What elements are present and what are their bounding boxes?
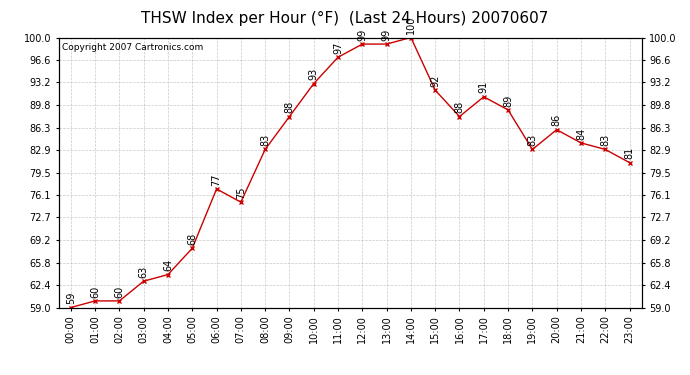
Text: 92: 92 xyxy=(430,75,440,87)
Text: 83: 83 xyxy=(527,134,538,146)
Text: 75: 75 xyxy=(236,186,246,199)
Text: 100: 100 xyxy=(406,16,416,34)
Text: 99: 99 xyxy=(382,28,392,41)
Text: THSW Index per Hour (°F)  (Last 24 Hours) 20070607: THSW Index per Hour (°F) (Last 24 Hours)… xyxy=(141,11,549,26)
Text: Copyright 2007 Cartronics.com: Copyright 2007 Cartronics.com xyxy=(61,43,203,52)
Text: 77: 77 xyxy=(212,173,221,186)
Text: 59: 59 xyxy=(66,292,76,304)
Text: 84: 84 xyxy=(576,128,586,140)
Text: 81: 81 xyxy=(624,147,635,159)
Text: 88: 88 xyxy=(455,101,464,113)
Text: 63: 63 xyxy=(139,266,148,278)
Text: 91: 91 xyxy=(479,81,489,93)
Text: 83: 83 xyxy=(600,134,610,146)
Text: 83: 83 xyxy=(260,134,270,146)
Text: 60: 60 xyxy=(115,285,124,298)
Text: 97: 97 xyxy=(333,42,343,54)
Text: 60: 60 xyxy=(90,285,100,298)
Text: 99: 99 xyxy=(357,28,367,41)
Text: 93: 93 xyxy=(308,68,319,80)
Text: 68: 68 xyxy=(187,233,197,245)
Text: 86: 86 xyxy=(552,114,562,126)
Text: 88: 88 xyxy=(284,101,295,113)
Text: 64: 64 xyxy=(163,259,173,271)
Text: 89: 89 xyxy=(503,94,513,106)
